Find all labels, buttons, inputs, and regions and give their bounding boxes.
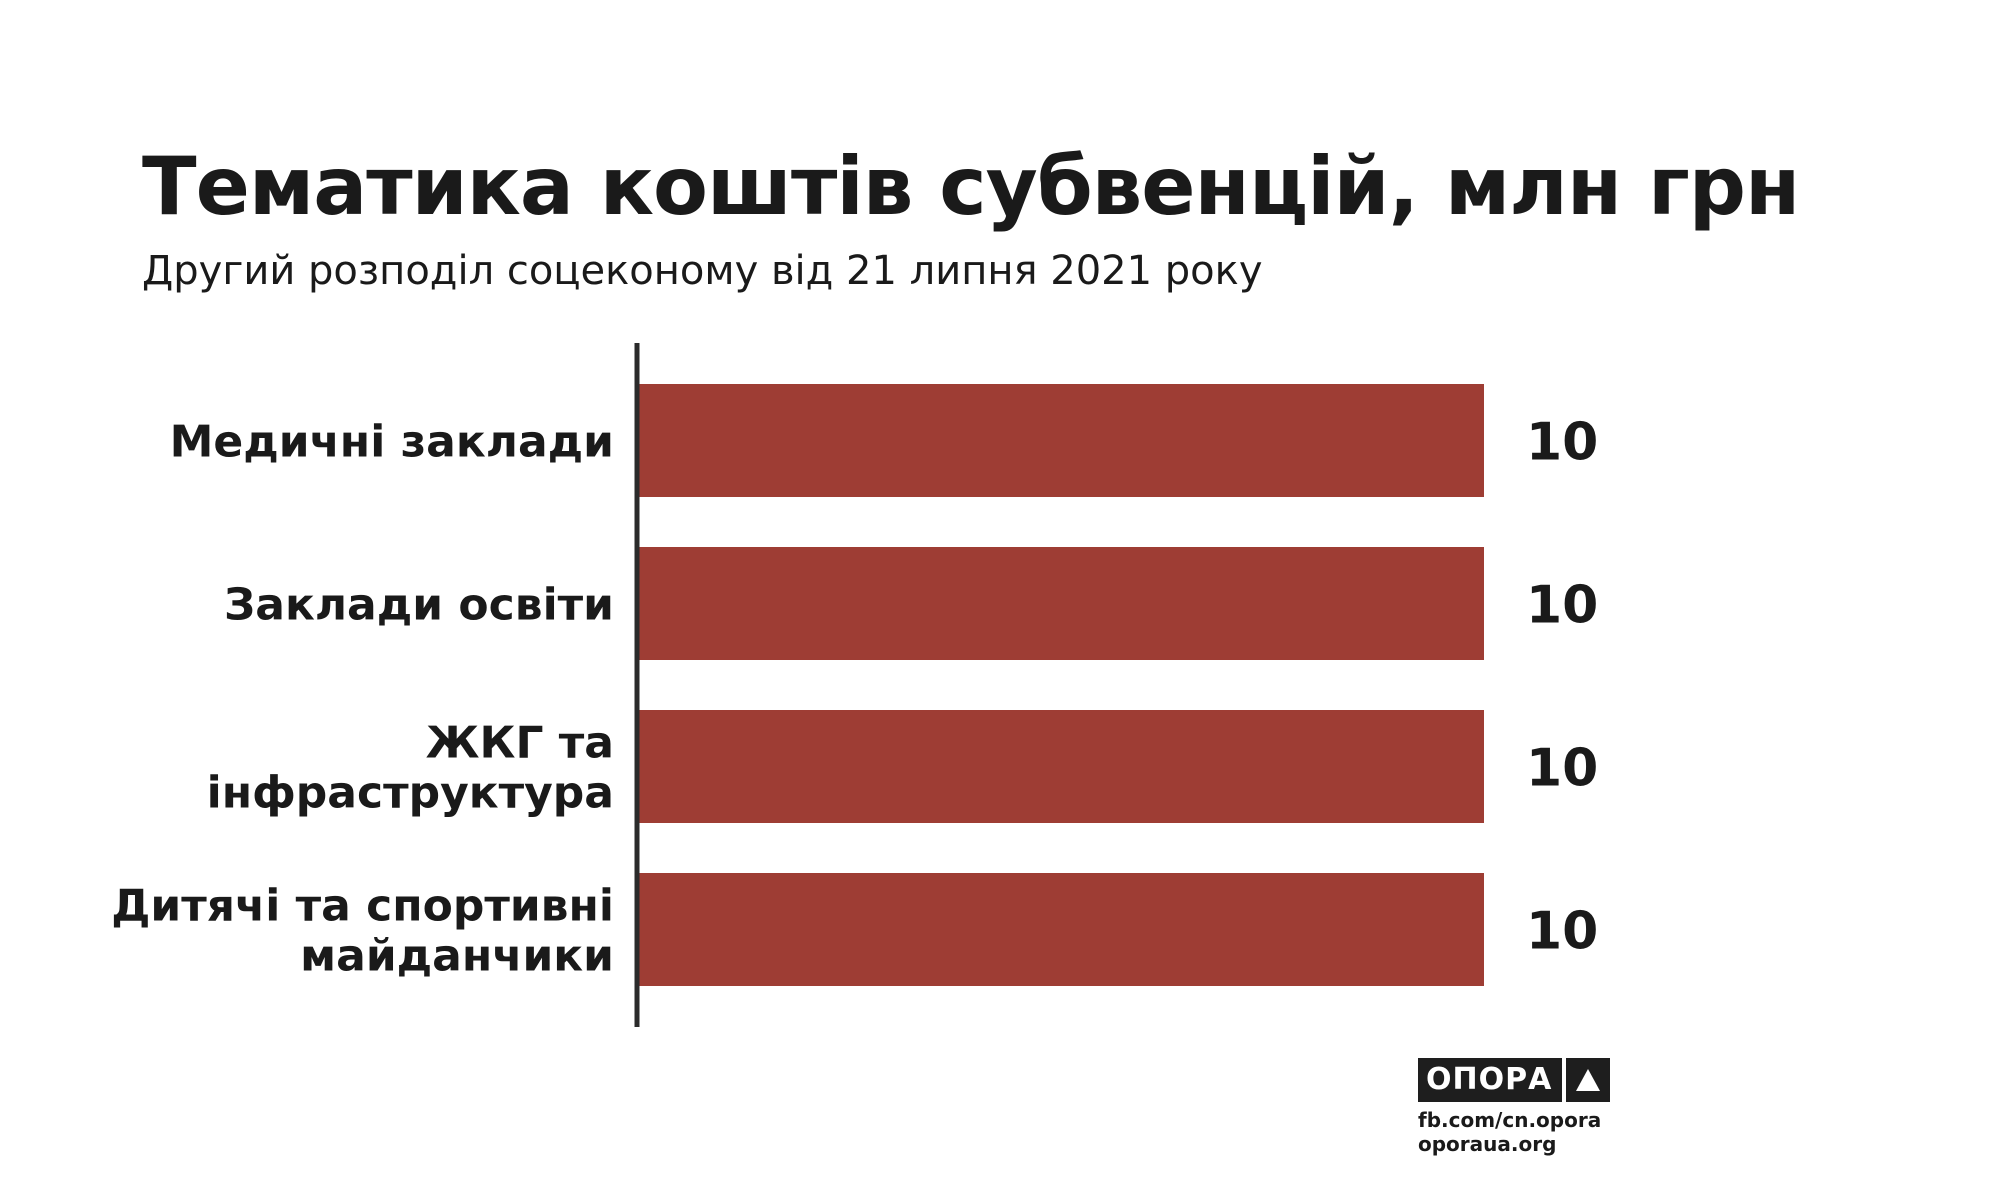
value-label: 10 [1526,413,1598,473]
logo-separator [1562,1058,1567,1102]
chart-subtitle: Другий розподіл соцекономy від 21 липня … [142,248,1263,294]
website-link: oporaua.org [1418,1132,1557,1156]
category-label: ЖКГ та інфраструктура [207,718,614,819]
logo-text: ОПОРА [1426,1062,1553,1097]
category-label: Заклади освіти [224,580,614,631]
triangle-icon [1566,1058,1610,1102]
bar [637,710,1484,823]
chart-title: Тематика коштів субвенцій, млн грн [142,140,1800,233]
bar [637,547,1484,660]
category-label: Медичні заклади [170,417,614,468]
facebook-link: fb.com/cn.opora [1418,1108,1602,1132]
bar [637,384,1484,497]
category-label-line: Дитячі та спортивні [111,881,614,932]
value-label: 10 [1526,576,1598,636]
bar [637,873,1484,986]
category-label-line: майданчики [300,931,614,982]
category-label-line: інфраструктура [207,768,614,819]
opora-logo: ОПОРА fb.com/cn.opora oporaua.org [1418,1058,1611,1156]
category-label: Дитячі та спортивні майданчики [111,881,614,982]
category-label-line: Медичні заклади [170,417,614,468]
logo-badge: ОПОРА [1418,1058,1611,1102]
category-label-line: ЖКГ та [426,718,614,769]
value-label: 10 [1526,902,1598,962]
category-label-line: Заклади освіти [224,580,614,631]
value-label: 10 [1526,739,1598,799]
